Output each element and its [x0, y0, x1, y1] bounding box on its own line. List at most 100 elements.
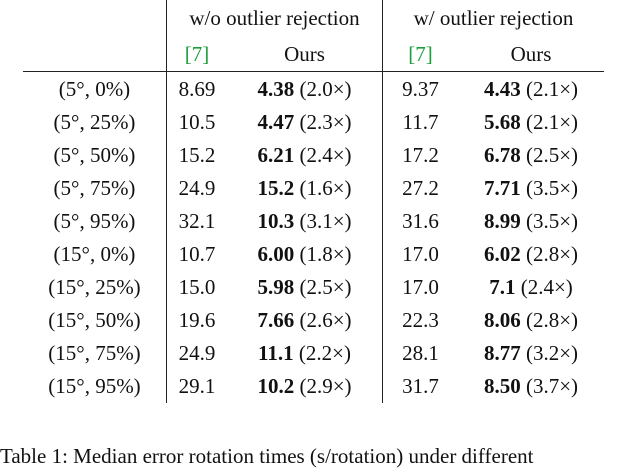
- ours-cell-with-rejection: 8.06 (2.8×): [458, 304, 604, 337]
- header-ref-citation-1[interactable]: [7]: [166, 37, 227, 72]
- ours-cell-without-rejection: 5.98 (2.5×): [227, 271, 383, 304]
- baseline-value-with-rejection: 27.2: [382, 172, 458, 205]
- baseline-value-without-rejection: 24.9: [166, 172, 227, 205]
- ours-cell-with-rejection: 7.71 (3.5×): [458, 172, 604, 205]
- baseline-value-with-rejection: 17.2: [382, 139, 458, 172]
- condition-cell: (15°, 25%): [48, 275, 141, 299]
- speedup-ratio-with-rejection: (2.8×): [525, 308, 579, 332]
- table-row: (5°, 95%) 32.1 10.3 (3.1×) 31.6 8.99 (3.5×): [23, 205, 604, 238]
- speedup-ratio-without-rejection: (2.5×): [299, 275, 352, 299]
- speedup-ratio-without-rejection: (2.2×): [298, 341, 351, 365]
- baseline-value-without-rejection: 24.9: [166, 337, 227, 370]
- table-row: (15°, 50%) 19.6 7.66 (2.6×) 22.3 8.06 (2.8×): [23, 304, 604, 337]
- ours-value-with-rejection: 8.77: [483, 341, 521, 365]
- ours-cell-with-rejection: 5.68 (2.1×): [458, 106, 604, 139]
- speedup-ratio-with-rejection: (2.8×): [525, 242, 579, 266]
- ours-value-without-rejection: 4.38: [257, 76, 295, 101]
- speedup-ratio-with-rejection: (3.5×): [525, 209, 579, 233]
- ours-value-without-rejection: 11.1: [258, 341, 294, 365]
- baseline-value-with-rejection: 22.3: [382, 304, 458, 337]
- condition-cell: (15°, 95%): [48, 374, 141, 398]
- ours-cell-with-rejection: 6.02 (2.8×): [458, 238, 604, 271]
- table-row: (15°, 25%) 15.0 5.98 (2.5×) 17.0 7.1 (2.4×): [23, 271, 604, 304]
- speedup-ratio-with-rejection: (2.1×): [525, 110, 579, 134]
- ours-cell-without-rejection: 10.3 (3.1×): [227, 205, 383, 238]
- baseline-value-with-rejection: 17.0: [382, 238, 458, 271]
- speedup-ratio-without-rejection: (2.0×): [299, 76, 352, 101]
- ours-value-without-rejection: 6.00: [257, 242, 295, 266]
- ours-cell-with-rejection: 7.1 (2.4×): [458, 271, 604, 304]
- condition-cell: (5°, 0%): [58, 76, 131, 101]
- baseline-value-without-rejection: 10.7: [166, 238, 227, 271]
- ours-cell-without-rejection: 7.66 (2.6×): [227, 304, 383, 337]
- speedup-ratio-with-rejection: (3.7×): [525, 374, 579, 398]
- speedup-ratio-with-rejection: (3.2×): [525, 341, 579, 365]
- table-row: (15°, 95%) 29.1 10.2 (2.9×) 31.7 8.50 (3.7×): [23, 370, 604, 403]
- header-ours-2: Ours: [458, 37, 604, 72]
- header-group-without-rejection: w/o outlier rejection: [166, 0, 383, 37]
- ours-value-with-rejection: 8.50: [483, 374, 521, 398]
- ours-cell-without-rejection: 4.47 (2.3×): [227, 106, 383, 139]
- header-empty-cell: [23, 0, 167, 37]
- header-ours-1: Ours: [227, 37, 383, 72]
- speedup-ratio-without-rejection: (3.1×): [299, 209, 352, 233]
- baseline-value-without-rejection: 15.2: [166, 139, 227, 172]
- header-row-methods: [7] Ours [7] Ours: [23, 37, 604, 72]
- baseline-value-with-rejection: 11.7: [382, 106, 458, 139]
- ours-value-with-rejection: 5.68: [483, 110, 521, 134]
- ours-value-without-rejection: 15.2: [257, 176, 295, 200]
- table-row: (5°, 0%) 8.69 4.38 (2.0×) 9.37 4.43 (2.1×): [23, 71, 604, 107]
- header-ref-citation-2[interactable]: [7]: [382, 37, 458, 72]
- ours-cell-without-rejection: 11.1 (2.2×): [227, 337, 383, 370]
- speedup-ratio-with-rejection: (2.1×): [525, 76, 579, 101]
- ours-cell-without-rejection: 6.21 (2.4×): [227, 139, 383, 172]
- ours-value-without-rejection: 5.98: [257, 275, 295, 299]
- ours-cell-with-rejection: 4.43 (2.1×): [458, 72, 604, 107]
- condition-cell: (15°, 75%): [48, 341, 141, 365]
- speedup-ratio-with-rejection: (2.4×): [520, 275, 573, 299]
- ours-cell-without-rejection: 4.38 (2.0×): [227, 72, 383, 107]
- speedup-ratio-without-rejection: (1.8×): [299, 242, 352, 266]
- ours-cell-with-rejection: 6.78 (2.5×): [458, 139, 604, 172]
- ours-cell-without-rejection: 15.2 (1.6×): [227, 172, 383, 205]
- baseline-value-with-rejection: 31.7: [382, 370, 458, 403]
- ours-cell-with-rejection: 8.99 (3.5×): [458, 205, 604, 238]
- ours-value-with-rejection: 6.78: [483, 143, 521, 167]
- ours-value-with-rejection: 7.1: [489, 275, 516, 299]
- baseline-value-with-rejection: 31.6: [382, 205, 458, 238]
- table-row: (5°, 75%) 24.9 15.2 (1.6×) 27.2 7.71 (3.5×): [23, 172, 604, 205]
- baseline-value-without-rejection: 32.1: [166, 205, 227, 238]
- ours-value-without-rejection: 10.2: [257, 374, 295, 398]
- condition-cell: (5°, 50%): [53, 143, 136, 167]
- ours-cell-with-rejection: 8.77 (3.2×): [458, 337, 604, 370]
- table-row: (5°, 50%) 15.2 6.21 (2.4×) 17.2 6.78 (2.5×): [23, 139, 604, 172]
- speedup-ratio-with-rejection: (3.5×): [525, 176, 579, 200]
- ours-cell-without-rejection: 10.2 (2.9×): [227, 370, 383, 403]
- condition-cell: (5°, 25%): [53, 110, 136, 134]
- ours-value-without-rejection: 4.47: [257, 110, 295, 134]
- ours-value-without-rejection: 10.3: [257, 209, 295, 233]
- baseline-value-without-rejection: 15.0: [166, 271, 227, 304]
- ours-cell-without-rejection: 6.00 (1.8×): [227, 238, 383, 271]
- baseline-value-with-rejection: 28.1: [382, 337, 458, 370]
- condition-cell: (15°, 50%): [48, 308, 141, 332]
- header-empty-cell: [23, 37, 167, 72]
- speedup-ratio-without-rejection: (2.9×): [299, 374, 352, 398]
- ours-value-without-rejection: 7.66: [257, 308, 295, 332]
- baseline-value-with-rejection: 17.0: [382, 271, 458, 304]
- ours-value-with-rejection: 8.99: [483, 209, 521, 233]
- ours-value-with-rejection: 6.02: [483, 242, 521, 266]
- header-group-with-rejection: w/ outlier rejection: [382, 0, 604, 37]
- baseline-value-with-rejection: 9.37: [382, 71, 458, 106]
- table-row: (5°, 25%) 10.5 4.47 (2.3×) 11.7 5.68 (2.1×): [23, 106, 604, 139]
- condition-cell: (5°, 75%): [53, 176, 136, 200]
- table-caption: Table 1: Median error rotation times (s/…: [0, 444, 534, 468]
- ours-value-with-rejection: 7.71: [483, 176, 521, 200]
- ours-value-with-rejection: 8.06: [483, 308, 521, 332]
- speedup-ratio-without-rejection: (2.3×): [299, 110, 352, 134]
- speedup-ratio-with-rejection: (2.5×): [525, 143, 579, 167]
- ours-value-without-rejection: 6.21: [257, 143, 295, 167]
- ours-cell-with-rejection: 8.50 (3.7×): [458, 370, 604, 403]
- speedup-ratio-without-rejection: (2.4×): [299, 143, 352, 167]
- table-row: (15°, 0%) 10.7 6.00 (1.8×) 17.0 6.02 (2.8×): [23, 238, 604, 271]
